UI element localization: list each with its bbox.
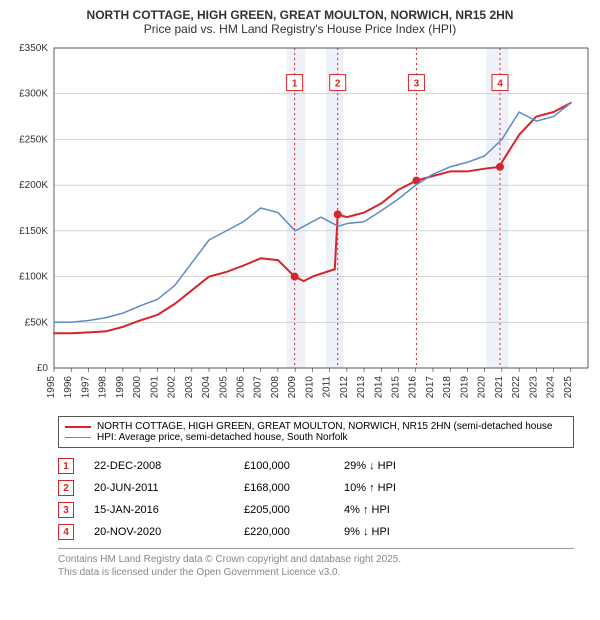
svg-text:2014: 2014 xyxy=(373,376,384,399)
chart-container: NORTH COTTAGE, HIGH GREEN, GREAT MOULTON… xyxy=(0,0,600,583)
svg-text:£0: £0 xyxy=(37,363,49,374)
svg-text:1999: 1999 xyxy=(115,376,126,399)
svg-text:1996: 1996 xyxy=(63,376,74,399)
svg-text:2018: 2018 xyxy=(442,376,453,399)
title-address: NORTH COTTAGE, HIGH GREEN, GREAT MOULTON… xyxy=(6,8,594,22)
footer-line2: This data is licensed under the Open Gov… xyxy=(58,566,574,579)
svg-text:£250K: £250K xyxy=(19,134,48,145)
chart-title-block: NORTH COTTAGE, HIGH GREEN, GREAT MOULTON… xyxy=(6,8,594,36)
svg-text:2016: 2016 xyxy=(408,376,419,399)
sales-row: 2 20-JUN-2011£168,00010% ↑ HPI xyxy=(58,480,574,496)
sales-table: 1 22-DEC-2008£100,00029% ↓ HPI 2 20-JUN-201… xyxy=(58,458,574,540)
svg-text:1995: 1995 xyxy=(46,376,57,399)
sale-badge: 3 xyxy=(58,502,74,518)
sale-badge: 1 xyxy=(58,458,74,474)
chart-legend: NORTH COTTAGE, HIGH GREEN, GREAT MOULTON… xyxy=(58,416,574,448)
svg-text:2003: 2003 xyxy=(184,376,195,399)
svg-text:2: 2 xyxy=(335,79,341,90)
svg-text:2012: 2012 xyxy=(339,376,350,399)
sale-price: £205,000 xyxy=(244,504,344,516)
svg-text:2015: 2015 xyxy=(391,376,402,399)
sale-delta: 9% ↓ HPI xyxy=(344,526,454,538)
svg-text:2001: 2001 xyxy=(149,376,160,399)
svg-text:2002: 2002 xyxy=(167,376,178,399)
svg-text:4: 4 xyxy=(497,79,503,90)
svg-text:1997: 1997 xyxy=(80,376,91,399)
svg-text:2008: 2008 xyxy=(270,376,281,399)
svg-text:£200K: £200K xyxy=(19,180,48,191)
svg-text:2010: 2010 xyxy=(304,376,315,399)
svg-text:2025: 2025 xyxy=(563,376,574,399)
sale-price: £220,000 xyxy=(244,526,344,538)
sale-delta: 29% ↓ HPI xyxy=(344,460,454,472)
svg-text:2005: 2005 xyxy=(218,376,229,399)
legend-row: HPI: Average price, semi-detached house,… xyxy=(65,432,567,443)
legend-swatch xyxy=(65,426,91,428)
title-subtitle: Price paid vs. HM Land Registry's House … xyxy=(6,22,594,36)
sales-row: 3 15-JAN-2016£205,0004% ↑ HPI xyxy=(58,502,574,518)
svg-text:1: 1 xyxy=(292,79,298,90)
chart-area: £0 £50K £100K £150K £200K £250K £300K £350K 1995… xyxy=(6,40,594,410)
sale-date: 22-DEC-2008 xyxy=(94,460,244,472)
svg-text:2021: 2021 xyxy=(494,376,505,399)
sale-price: £100,000 xyxy=(244,460,344,472)
svg-text:£100K: £100K xyxy=(19,272,48,283)
svg-text:2013: 2013 xyxy=(356,376,367,399)
sale-date: 15-JAN-2016 xyxy=(94,504,244,516)
sale-badge: 2 xyxy=(58,480,74,496)
svg-text:2020: 2020 xyxy=(477,376,488,399)
sale-date: 20-NOV-2020 xyxy=(94,526,244,538)
sale-badge: 4 xyxy=(58,524,74,540)
sale-date: 20-JUN-2011 xyxy=(94,482,244,494)
svg-text:£50K: £50K xyxy=(25,317,49,328)
sale-delta: 10% ↑ HPI xyxy=(344,482,454,494)
svg-text:£300K: £300K xyxy=(19,89,48,100)
svg-text:2000: 2000 xyxy=(132,376,143,399)
sales-row: 1 22-DEC-2008£100,00029% ↓ HPI xyxy=(58,458,574,474)
legend-label: HPI: Average price, semi-detached house,… xyxy=(97,432,348,443)
svg-text:2019: 2019 xyxy=(459,376,470,399)
svg-text:2011: 2011 xyxy=(322,376,333,398)
svg-text:£150K: £150K xyxy=(19,226,48,237)
svg-text:2023: 2023 xyxy=(528,376,539,399)
legend-swatch xyxy=(65,437,91,438)
attribution-footer: Contains HM Land Registry data © Crown c… xyxy=(58,548,574,579)
svg-text:£350K: £350K xyxy=(19,43,48,54)
legend-label: NORTH COTTAGE, HIGH GREEN, GREAT MOULTON… xyxy=(97,421,552,432)
svg-text:2007: 2007 xyxy=(253,376,264,399)
svg-text:2017: 2017 xyxy=(425,376,436,399)
svg-text:1998: 1998 xyxy=(98,376,109,399)
line-chart-svg: £0 £50K £100K £150K £200K £250K £300K £350K 1995… xyxy=(6,40,594,410)
legend-row: NORTH COTTAGE, HIGH GREEN, GREAT MOULTON… xyxy=(65,421,567,432)
sale-delta: 4% ↑ HPI xyxy=(344,504,454,516)
svg-text:2022: 2022 xyxy=(511,376,522,399)
svg-text:2024: 2024 xyxy=(546,376,557,399)
svg-text:2009: 2009 xyxy=(287,376,298,399)
svg-text:3: 3 xyxy=(414,79,420,90)
sale-price: £168,000 xyxy=(244,482,344,494)
svg-text:2004: 2004 xyxy=(201,376,212,399)
svg-text:2006: 2006 xyxy=(235,376,246,399)
sales-row: 4 20-NOV-2020£220,0009% ↓ HPI xyxy=(58,524,574,540)
footer-line1: Contains HM Land Registry data © Crown c… xyxy=(58,553,574,566)
